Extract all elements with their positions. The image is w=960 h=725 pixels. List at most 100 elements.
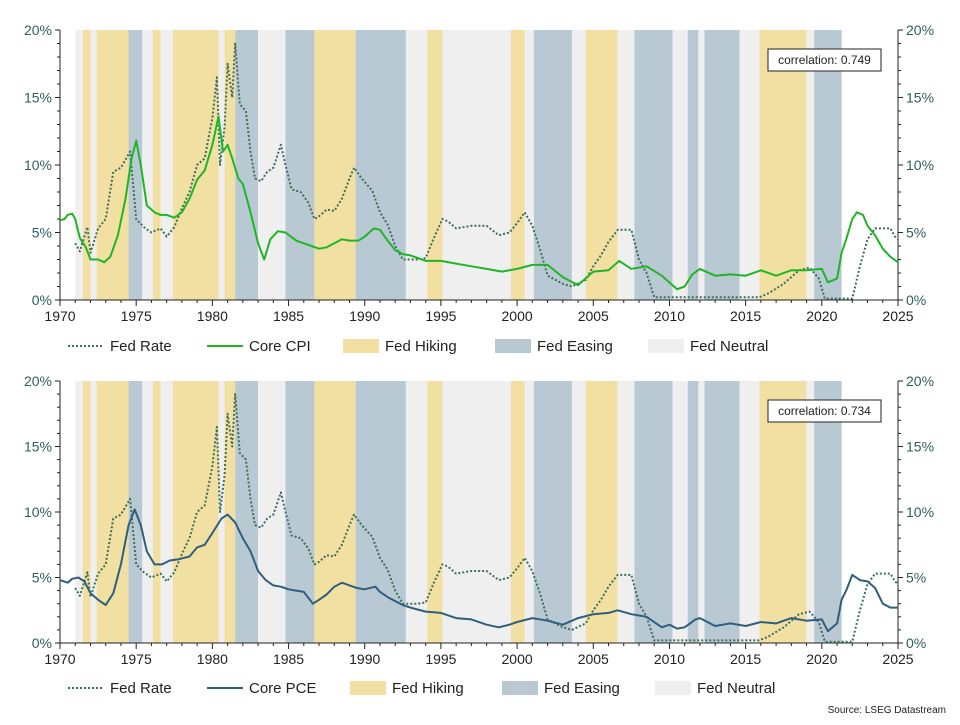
y-tick-label-right: 5% xyxy=(906,225,926,241)
regime-band-easing xyxy=(235,381,259,643)
x-tick-label: 2000 xyxy=(502,308,533,324)
regime-band-hiking xyxy=(96,30,129,300)
x-tick-label: 2010 xyxy=(654,651,685,667)
regime-band-easing xyxy=(814,30,842,300)
panel-top: 0% 0% 5% 5% 10% 10% 15% 15% 20% 20% 1970 1975 1980 19… xyxy=(24,22,934,355)
regime-band-easing xyxy=(634,30,673,300)
regime-bands xyxy=(75,30,842,300)
regime-band-easing xyxy=(533,381,572,643)
y-tick-label-left: 5% xyxy=(32,570,52,586)
legend-label: Fed Neutral xyxy=(697,680,775,697)
y-tick-label-left: 10% xyxy=(24,504,52,520)
regime-band-neutral xyxy=(524,381,534,643)
regime-band-easing xyxy=(355,381,406,643)
regime-band-easing xyxy=(704,30,740,300)
legend-label: Fed Easing xyxy=(537,338,613,355)
regime-band-hiking xyxy=(510,30,525,300)
x-tick-label: 1975 xyxy=(121,308,152,324)
regime-band-neutral xyxy=(75,30,83,300)
regime-band-hiking xyxy=(224,30,236,300)
y-tick-label-left: 15% xyxy=(24,439,52,455)
legend-swatch-easing xyxy=(495,339,531,353)
regime-band-hiking xyxy=(152,30,161,300)
regime-band-neutral xyxy=(617,381,635,643)
source-note: Source: LSEG Datastream xyxy=(828,705,946,716)
x-tick-label: 2010 xyxy=(654,308,685,324)
legend-label: Core CPI xyxy=(249,338,311,355)
regime-band-easing xyxy=(814,381,842,643)
regime-band-neutral xyxy=(617,30,635,300)
legend-label: Fed Rate xyxy=(110,338,172,355)
x-tick-label: 2000 xyxy=(502,651,533,667)
regime-band-neutral xyxy=(90,30,97,300)
x-tick-label: 2020 xyxy=(806,308,837,324)
regime-band-hiking xyxy=(172,381,219,643)
regime-band-hiking xyxy=(314,30,356,300)
regime-band-easing xyxy=(285,30,315,300)
legend-label: Fed Easing xyxy=(544,680,620,697)
regime-band-hiking xyxy=(152,381,161,643)
regime-band-neutral xyxy=(142,30,153,300)
legend-swatch-hiking xyxy=(350,681,386,695)
y-tick-label-right: 20% xyxy=(906,373,934,389)
regime-band-neutral xyxy=(739,381,760,643)
regime-band-hiking xyxy=(172,30,219,300)
y-tick-label-right: 10% xyxy=(906,504,934,520)
correlation-label: correlation: 0.734 xyxy=(778,404,871,418)
y-tick-label-right: 20% xyxy=(906,22,934,38)
regime-band-neutral xyxy=(258,381,286,643)
series-line-core-cpi xyxy=(59,115,899,291)
regime-band-easing xyxy=(687,30,699,300)
x-tick-label: 1995 xyxy=(425,308,456,324)
x-tick-label: 1980 xyxy=(197,308,228,324)
regime-band-hiking xyxy=(759,30,807,300)
y-tick-label-left: 5% xyxy=(32,225,52,241)
y-tick-label-left: 0% xyxy=(32,292,52,308)
panel-bottom: 0% 0% 5% 5% 10% 10% 15% 15% 20% 20% 1970 1975 1980 19… xyxy=(24,373,934,697)
y-tick-label-left: 20% xyxy=(24,22,52,38)
x-tick-label: 2015 xyxy=(730,308,761,324)
legend-label: Fed Rate xyxy=(110,680,172,697)
x-tick-label: 1970 xyxy=(44,651,75,667)
regime-band-neutral xyxy=(698,381,705,643)
regime-band-hiking xyxy=(96,381,129,643)
regime-band-hiking xyxy=(585,381,618,643)
legend-label: Core PCE xyxy=(249,680,317,697)
regime-band-hiking xyxy=(314,381,356,643)
regime-band-neutral xyxy=(258,30,286,300)
correlation-label: correlation: 0.749 xyxy=(778,53,871,67)
x-tick-label: 2025 xyxy=(882,651,913,667)
x-tick-label: 1985 xyxy=(273,308,304,324)
regime-band-neutral xyxy=(571,30,586,300)
regime-band-easing xyxy=(634,381,673,643)
legend-swatch-hiking xyxy=(343,339,379,353)
regime-band-neutral xyxy=(571,381,586,643)
regime-band-neutral xyxy=(698,30,705,300)
y-tick-label-right: 0% xyxy=(906,635,926,651)
regime-band-neutral xyxy=(75,381,83,643)
legend-swatch-easing xyxy=(502,681,538,695)
correlation-box xyxy=(767,399,882,423)
regime-band-neutral xyxy=(442,381,511,643)
regime-band-easing xyxy=(128,30,143,300)
legend-label: Fed Neutral xyxy=(690,338,768,355)
regime-band-hiking xyxy=(510,381,525,643)
y-tick-label-right: 10% xyxy=(906,157,934,173)
x-tick-label: 1995 xyxy=(425,651,456,667)
y-tick-label-right: 15% xyxy=(906,439,934,455)
regime-band-neutral xyxy=(739,30,760,300)
x-tick-label: 2005 xyxy=(578,651,609,667)
regime-band-neutral xyxy=(160,381,173,643)
y-tick-label-right: 5% xyxy=(906,570,926,586)
x-tick-label: 2020 xyxy=(806,651,837,667)
legend-swatch-neutral xyxy=(648,339,684,353)
y-tick-label-left: 20% xyxy=(24,373,52,389)
regime-band-neutral xyxy=(405,381,428,643)
x-tick-label: 1980 xyxy=(197,651,228,667)
x-tick-label: 1990 xyxy=(349,308,380,324)
y-tick-label-left: 15% xyxy=(24,90,52,106)
series-line-fed-rate xyxy=(74,42,899,300)
x-tick-label: 2005 xyxy=(578,308,609,324)
